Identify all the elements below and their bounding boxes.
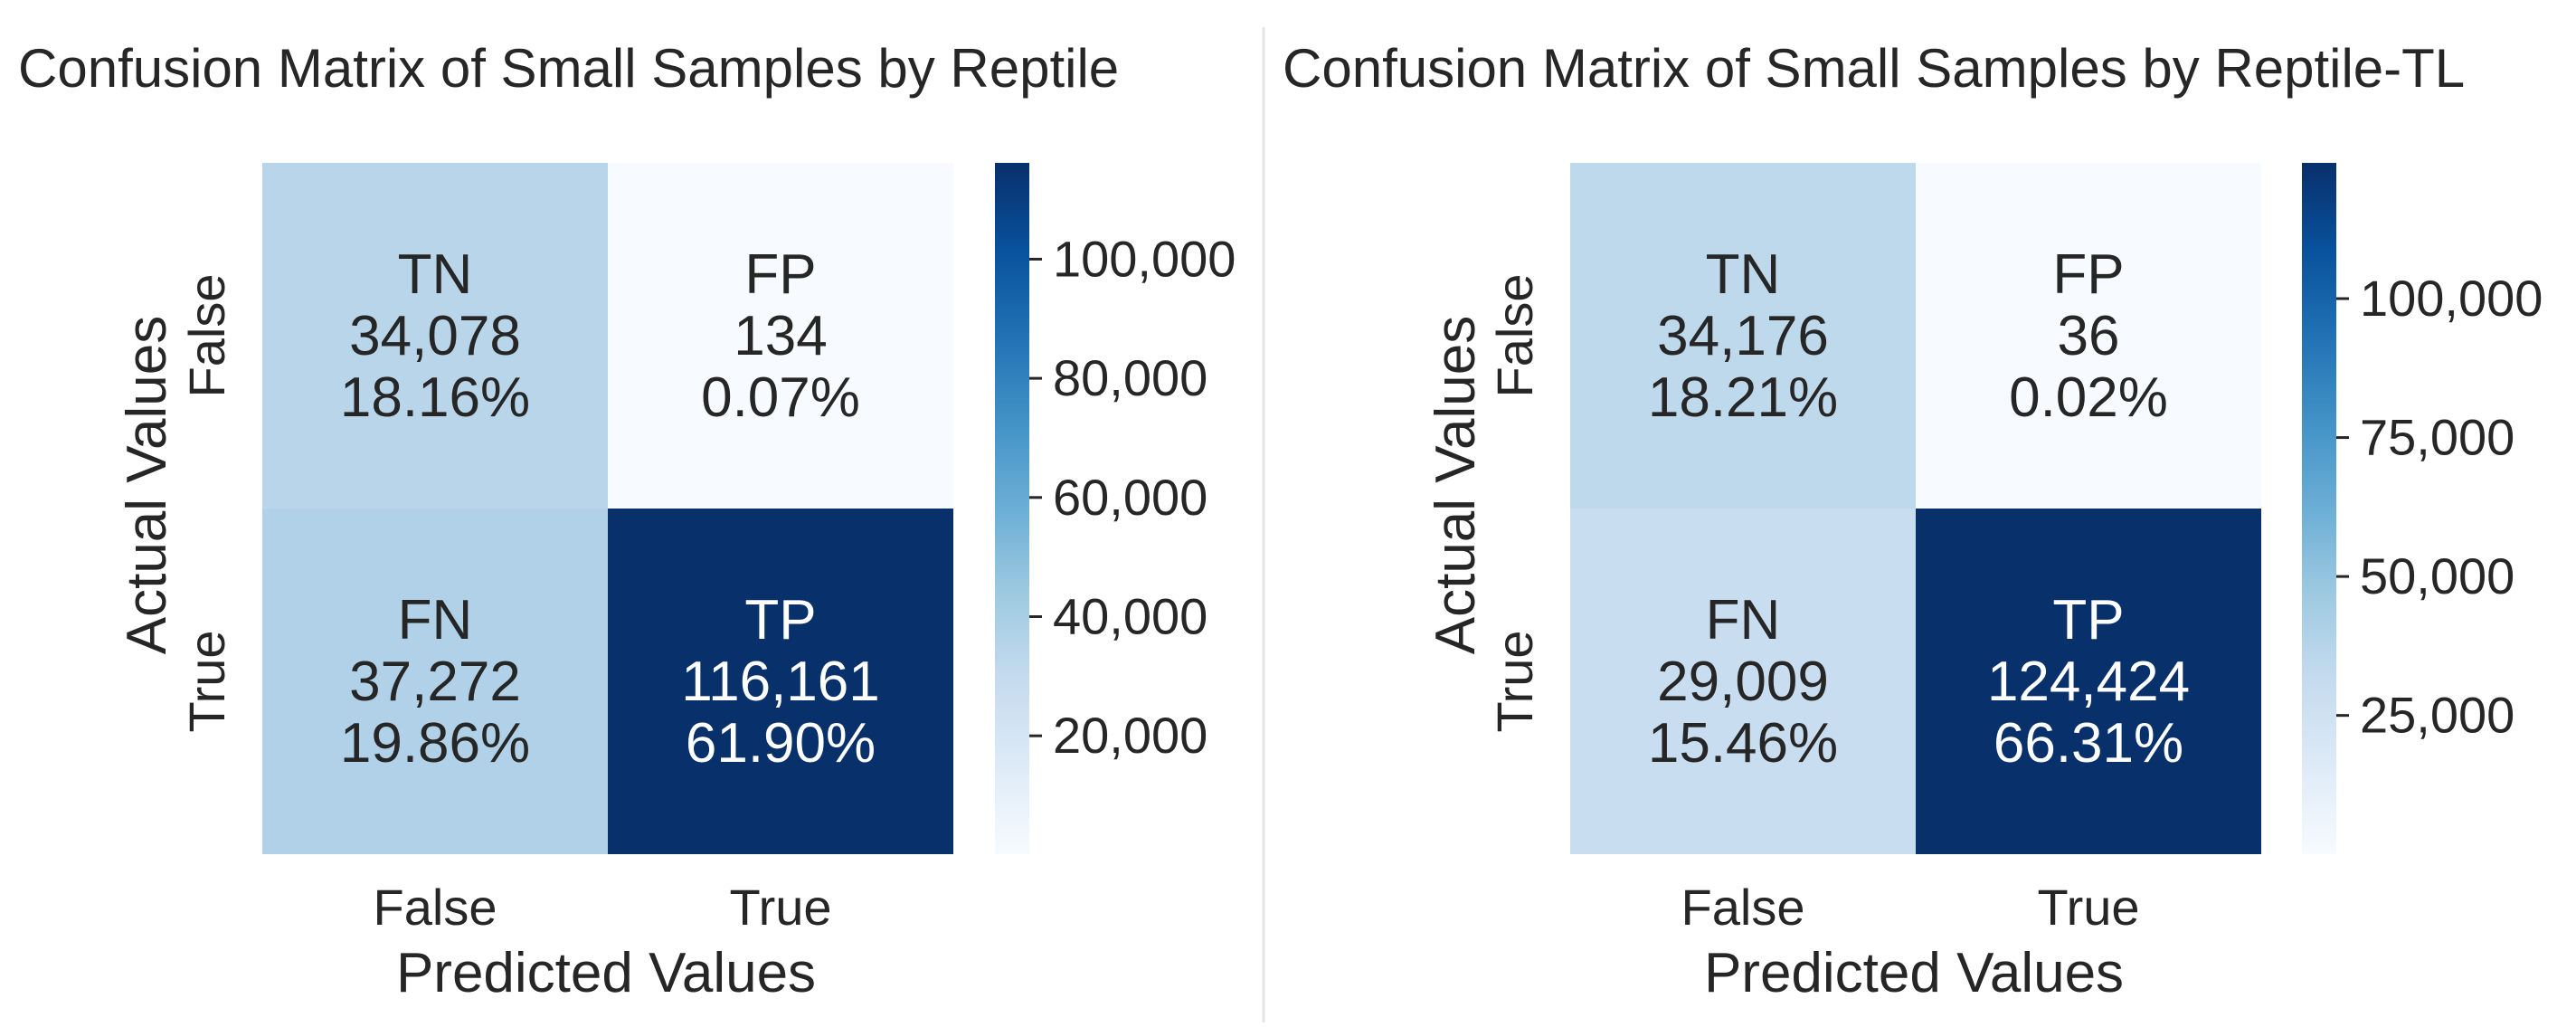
cell-count-tn: 34,176 [1657, 305, 1829, 367]
y-tick-label-false: False [178, 274, 235, 398]
x-tick-labels: False True [1681, 879, 2140, 936]
cell-label-fp: FP [744, 243, 816, 306]
cell-count-tn: 34,078 [349, 305, 521, 367]
heatmap-cells [1570, 163, 2261, 854]
colorbar-tick-label: 80,000 [1053, 349, 1208, 406]
cell-label-tp: TP [744, 589, 816, 651]
chart-title: Confusion Matrix of Small Samples by Rep… [1283, 38, 2465, 99]
cell-count-fp: 36 [2058, 305, 2120, 367]
x-axis-label: Predicted Values [396, 942, 816, 1004]
colorbar: 20,000 40,000 60,000 80,000 100,000 [995, 163, 1236, 854]
y-tick-label-false: False [1486, 274, 1543, 398]
y-tick-labels: False True [1486, 274, 1543, 733]
cell-percent-tp: 66.31% [1994, 712, 2183, 775]
chart-title: Confusion Matrix of Small Samples by Rep… [18, 38, 1119, 99]
x-tick-label-false: False [1681, 879, 1805, 936]
heatmap-cell-fp [1916, 163, 2261, 509]
x-tick-label-true: True [2037, 879, 2139, 936]
y-axis-label: Actual Values [1425, 316, 1487, 655]
colorbar-tick-label: 100,000 [2360, 270, 2543, 327]
heatmap-cell-fn [1570, 509, 1916, 854]
colorbar-gradient [2302, 163, 2336, 854]
colorbar-tick-label: 75,000 [2360, 409, 2514, 466]
cell-percent-tn: 18.21% [1648, 366, 1838, 429]
heatmap-cell-tp [608, 509, 953, 854]
cell-percent-fn: 15.46% [1648, 712, 1838, 775]
y-tick-labels: False True [178, 274, 235, 733]
heatmap-cell-fn [262, 509, 608, 854]
colorbar-tick-label: 50,000 [2360, 547, 2514, 604]
cell-count-tp: 116,161 [681, 651, 880, 713]
colorbar-tick-label: 60,000 [1053, 469, 1208, 526]
heatmap-cell-tp [1916, 509, 2261, 854]
cell-count-fp: 134 [734, 305, 827, 367]
cell-percent-fp: 0.07% [701, 366, 860, 429]
heatmap-cells [262, 163, 953, 854]
cell-label-tn: TN [1706, 243, 1781, 306]
x-axis-label: Predicted Values [1704, 942, 2124, 1004]
cell-count-fn: 37,272 [349, 651, 521, 713]
cell-percent-fp: 0.02% [2009, 366, 2168, 429]
colorbar-tick-label: 20,000 [1053, 707, 1208, 764]
cell-label-tn: TN [398, 243, 473, 306]
y-axis-label: Actual Values [116, 316, 178, 655]
cell-count-fn: 29,009 [1657, 651, 1829, 713]
confusion-matrix-reptile: Confusion Matrix of Small Samples by Rep… [18, 38, 1236, 1004]
cell-percent-tn: 18.16% [340, 366, 530, 429]
confusion-matrix-reptile-tl: Confusion Matrix of Small Samples by Rep… [1283, 38, 2543, 1004]
colorbar-tick-label: 100,000 [1053, 230, 1236, 287]
x-tick-label-false: False [374, 879, 497, 936]
x-tick-labels: False True [374, 879, 832, 936]
cell-percent-fn: 19.86% [340, 712, 530, 775]
cell-label-fn: FN [398, 589, 473, 651]
colorbar-tick-label: 25,000 [2360, 687, 2514, 744]
colorbar: 25,000 50,000 75,000 100,000 [2302, 163, 2543, 854]
y-tick-label-true: True [1486, 630, 1543, 732]
cell-percent-tp: 61.90% [686, 712, 876, 775]
heatmap-cell-tn [262, 163, 608, 509]
cell-label-fp: FP [2052, 243, 2124, 306]
y-tick-label-true: True [178, 630, 235, 732]
cell-label-tp: TP [2052, 589, 2124, 651]
x-tick-label-true: True [729, 879, 831, 936]
heatmap-cell-fp [608, 163, 953, 509]
cell-count-tp: 124,424 [1987, 651, 2190, 713]
colorbar-gradient [995, 163, 1029, 854]
heatmap-cell-tn [1570, 163, 1916, 509]
colorbar-tick-label: 40,000 [1053, 587, 1208, 644]
cell-label-fn: FN [1706, 589, 1781, 651]
